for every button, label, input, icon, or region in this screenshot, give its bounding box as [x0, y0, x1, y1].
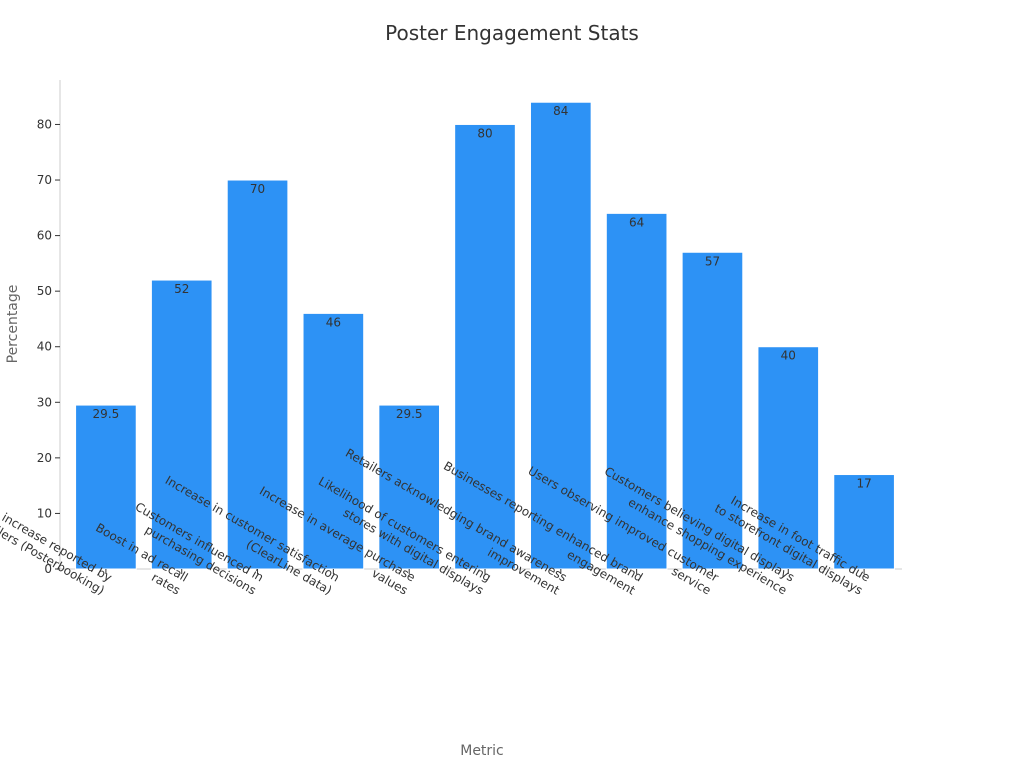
bar	[605, 212, 668, 570]
data-label: 17	[856, 477, 871, 491]
y-tick-label: 40	[37, 340, 52, 354]
y-tick-label: 80	[37, 117, 52, 131]
data-label: 64	[629, 215, 644, 229]
y-axis-title: Percentage	[5, 285, 21, 364]
data-label: 70	[250, 182, 265, 196]
data-labels-group: 29.5 52 70 46 29.5 80 84 64 57 40 17	[93, 104, 872, 490]
bar	[833, 474, 895, 570]
bar	[529, 101, 592, 570]
bar	[681, 251, 744, 570]
bars-group	[75, 101, 895, 570]
data-label: 29.5	[396, 407, 423, 421]
y-tick-label: 60	[37, 229, 52, 243]
bar	[378, 404, 441, 570]
data-label: 52	[174, 282, 189, 296]
bar	[75, 404, 137, 570]
y-tick-label: 30	[37, 395, 52, 409]
data-label: 57	[705, 254, 720, 268]
data-label: 80	[477, 126, 492, 140]
y-tick-label: 20	[37, 451, 52, 465]
y-tick-label: 10	[37, 506, 52, 520]
chart-title: Poster Engagement Stats	[385, 21, 639, 45]
x-axis-title: Metric	[460, 743, 504, 759]
bar	[454, 123, 516, 570]
data-label: 40	[781, 349, 796, 363]
bar	[226, 179, 289, 570]
bar	[302, 312, 365, 570]
bar	[150, 279, 213, 570]
data-label: 29.5	[93, 407, 120, 421]
y-tick-label: 50	[37, 284, 52, 298]
bar	[757, 346, 820, 570]
data-label: 46	[326, 315, 341, 329]
y-tick-label: 70	[37, 173, 52, 187]
data-label: 84	[553, 104, 568, 118]
y-axis-ticks: 0 10 20 30 40 50 60 70 80	[37, 117, 60, 576]
y-tick-label: 0	[44, 562, 52, 576]
